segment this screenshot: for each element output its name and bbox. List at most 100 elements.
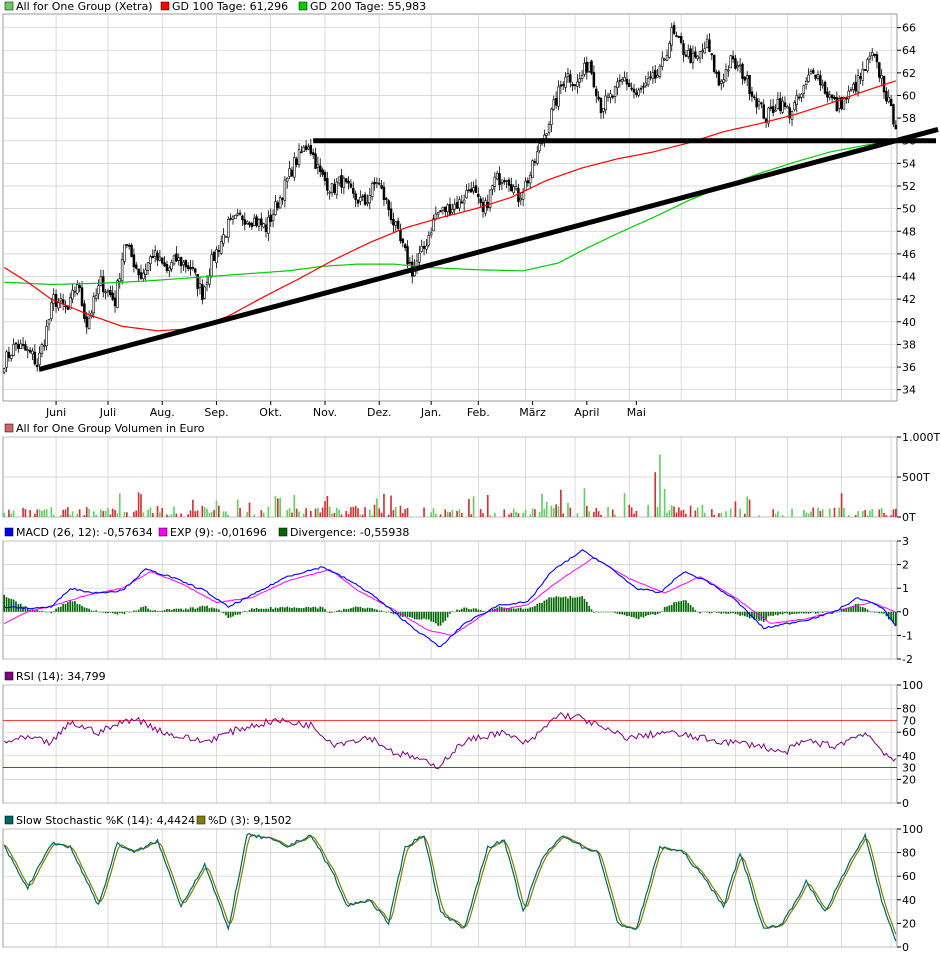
volume-bar: [541, 493, 543, 517]
candle-body: [370, 183, 374, 198]
divergence-bar: [661, 611, 664, 612]
exp-legend-label: EXP (9): -0,01696: [170, 526, 267, 539]
candle-body: [793, 102, 796, 110]
volume-bar: [36, 509, 39, 517]
candle-body: [210, 254, 214, 277]
volume-bar: [286, 509, 289, 517]
divergence-bar: [50, 611, 53, 614]
candle-body: [71, 290, 74, 300]
y-tick-label: 100: [902, 823, 923, 836]
candle-body: [611, 95, 615, 98]
candle-body: [12, 344, 15, 356]
volume-bar: [673, 506, 675, 517]
divergence-bar: [418, 611, 421, 620]
divergence-bar: [517, 608, 520, 612]
candle-body: [158, 256, 162, 261]
volume-bar: [390, 495, 392, 517]
divergence-bar: [550, 597, 553, 612]
rsi-legend: RSI (14): 34,799: [4, 670, 106, 683]
volume-bar: [208, 512, 211, 517]
volume-bar: [335, 507, 338, 517]
divergence-bar: [196, 607, 199, 612]
divergence-bar: [616, 611, 619, 614]
volume-bar: [192, 499, 194, 517]
y-tick-label: 1: [902, 582, 909, 595]
candle-body: [460, 201, 464, 204]
candle-body: [257, 219, 261, 227]
divergence-bar: [859, 606, 862, 612]
divergence-bar: [727, 611, 730, 614]
candle-body: [276, 202, 280, 209]
divergence-bar: [8, 598, 10, 612]
divergence-bar: [274, 607, 277, 612]
candle-body: [769, 106, 773, 109]
divergence-bar: [67, 602, 69, 612]
y-tick-label: 36: [902, 361, 916, 374]
volume-bar: [647, 504, 649, 517]
volume-bar: [354, 506, 357, 517]
divergence-bar: [338, 610, 340, 612]
candle-body: [729, 55, 732, 69]
volume-bar: [593, 512, 595, 517]
candle-body: [536, 151, 539, 164]
volume-bar: [218, 505, 220, 517]
volume-bar: [378, 508, 381, 517]
candle-body: [639, 87, 643, 90]
divergence-bar: [439, 611, 442, 626]
candle-body: [149, 256, 152, 264]
candle-body: [507, 179, 511, 186]
candle-body: [330, 182, 334, 194]
divergence-bar: [380, 610, 383, 612]
volume-bar: [295, 508, 298, 517]
candle-body: [396, 220, 400, 229]
divergence-bar: [373, 608, 376, 612]
candle-body: [833, 96, 836, 100]
divergence-bar: [317, 608, 319, 612]
divergence-bar: [887, 611, 890, 620]
divergence-bar: [442, 611, 444, 623]
candle-body: [441, 206, 445, 211]
divergence-bar: [194, 608, 197, 612]
volume-bar: [805, 512, 808, 517]
candle-body: [245, 221, 249, 224]
divergence-bar: [557, 596, 560, 612]
candle-body: [94, 294, 98, 299]
divergence-bar: [227, 611, 230, 619]
volume-bar: [116, 512, 119, 517]
candle-body: [675, 35, 678, 37]
divergence-bar: [310, 607, 312, 612]
candle-body: [491, 185, 494, 190]
volume-bar: [585, 505, 588, 517]
y-tick-label: 58: [902, 112, 916, 125]
divergence-bar: [90, 610, 93, 612]
volume-bar: [324, 501, 326, 517]
volume-bar: [446, 511, 449, 517]
divergence-bar: [340, 610, 343, 612]
price-panel: 3436384042444648505254565860626466JuniJu…: [2, 13, 939, 419]
candle-body: [618, 79, 622, 82]
volume-bar: [310, 511, 312, 517]
divergence-bar: [118, 611, 121, 614]
divergence-bar: [751, 611, 753, 618]
candle-body: [250, 223, 254, 227]
trend-line: [38, 127, 939, 372]
volume-bar: [45, 509, 48, 517]
candle-body: [118, 278, 122, 282]
y-tick-label: 64: [902, 44, 916, 57]
candle-body: [552, 99, 556, 110]
divergence-bar: [595, 611, 598, 613]
volume-bar: [373, 504, 376, 517]
candle-body: [448, 204, 452, 215]
divergence-bar: [52, 611, 55, 612]
volume-bar: [486, 494, 489, 517]
divergence-bar: [109, 611, 112, 613]
volume-bar: [517, 513, 520, 517]
divergence-bar: [239, 611, 241, 615]
candle-body: [113, 297, 117, 307]
volume-bar: [534, 509, 536, 517]
macd-legend-swatch: [4, 527, 14, 537]
volume-bar: [611, 509, 614, 517]
divergence-bar: [510, 608, 513, 612]
divergence-bar: [38, 610, 41, 612]
candle-body: [637, 89, 640, 96]
